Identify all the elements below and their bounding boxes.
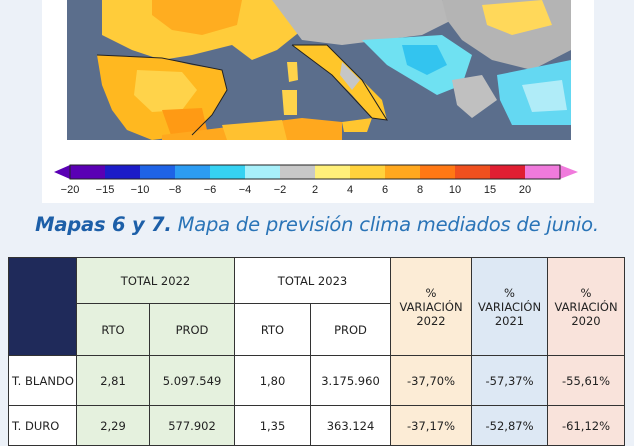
legend-bar [54,164,578,180]
var-header-2021: % VARIACIÓN 2021 [471,257,548,356]
cell-var-2021: -52,87% [471,405,548,446]
legend-tick: −8 [169,184,182,196]
legend-tick: −20 [61,184,80,196]
map-graphic: −20 −15 −10 −8 −6 −4 −2 2 4 6 8 10 15 20 [54,0,578,196]
caption-bold: Mapas 6 y 7. [35,213,172,236]
var-header-2020: % VARIACIÓN 2020 [547,257,625,356]
cell-rto-2023: 1,80 [234,355,311,406]
legend-tick: −10 [131,184,150,196]
subheader-rto: RTO [76,303,150,356]
cell-var-2020: -61,12% [547,405,625,446]
forecast-map: −20 −15 −10 −8 −6 −4 −2 2 4 6 8 10 15 20 [42,0,594,203]
legend-ticks: −20 −15 −10 −8 −6 −4 −2 2 4 6 8 10 15 20 [61,184,531,196]
cell-var-2022: -37,17% [390,405,472,446]
legend-tick: 4 [347,184,353,196]
table-row: T. BLANDO 2,81 5.097.549 1,80 3.175.960 … [8,355,625,406]
cell-prod-2022: 577.902 [149,405,235,446]
legend-tick: 20 [519,184,531,196]
cell-var-2022: -37,70% [390,355,472,406]
cell-rto-2022: 2,81 [76,355,150,406]
legend-tick: −4 [239,184,252,196]
subheader-rto: RTO [234,303,311,356]
cell-prod-2023: 363.124 [310,405,391,446]
subheader-prod: PROD [310,303,391,356]
legend-tick: −6 [204,184,217,196]
legend-tick: −15 [96,184,115,196]
cell-var-2020: -55,61% [547,355,625,406]
var-header-2022: % VARIACIÓN 2022 [390,257,472,356]
figure-caption: Mapas 6 y 7. Mapa de previsión clima med… [0,213,634,236]
subheader-prod: PROD [149,303,235,356]
legend-tick: 6 [382,184,388,196]
group-header-2023: TOTAL 2023 [234,257,391,304]
legend-tick: 15 [484,184,496,196]
cell-prod-2023: 3.175.960 [310,355,391,406]
corner-cell [8,257,77,356]
legend-tick: 10 [449,184,461,196]
legend-tick: 2 [312,184,318,196]
group-header-2022: TOTAL 2022 [76,257,235,304]
legend-tick: 8 [417,184,423,196]
cell-rto-2022: 2,29 [76,405,150,446]
cell-rto-2023: 1,35 [234,405,311,446]
caption-text: Mapa de previsión clima mediados de juni… [171,213,599,236]
cell-prod-2022: 5.097.549 [149,355,235,406]
table-row: T. DURO 2,29 577.902 1,35 363.124 -37,17… [8,405,625,446]
row-label: T. DURO [8,405,77,446]
cell-var-2021: -57,37% [471,355,548,406]
legend-tick: −2 [274,184,287,196]
row-label: T. BLANDO [8,355,77,406]
production-table: TOTAL 2022 TOTAL 2023 % VARIACIÓN 2022 % VA… [8,257,625,446]
